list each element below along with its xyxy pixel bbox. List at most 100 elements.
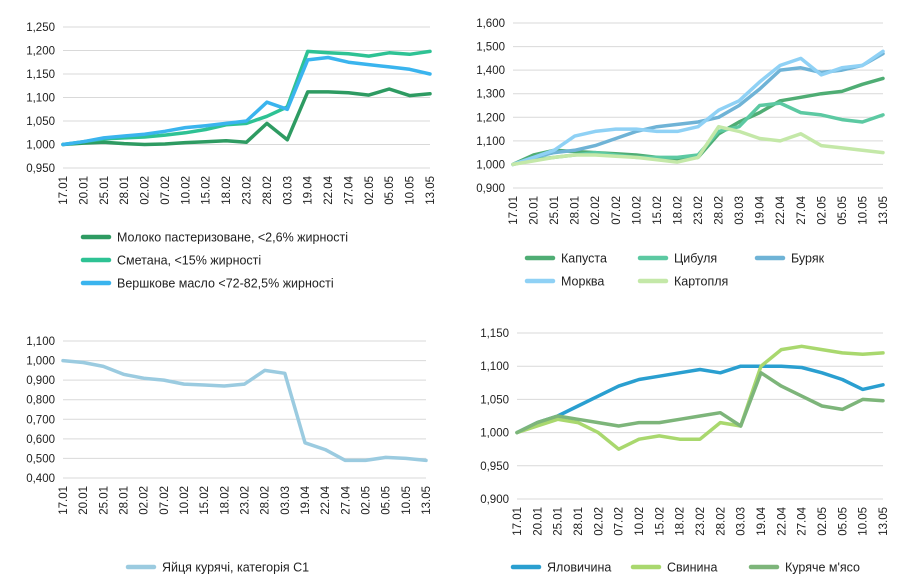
x-tick-label: 10.05	[858, 507, 870, 536]
x-tick-label: 23.02	[240, 486, 252, 515]
series-line-5	[511, 124, 885, 167]
y-tick-label: 1,100	[26, 336, 55, 348]
x-tick-label: 10.02	[180, 176, 192, 205]
y-tick-label: 1,050	[480, 394, 509, 406]
series-line-2	[61, 49, 432, 147]
y-tick-label: 1,050	[26, 116, 55, 128]
y-tick-label: 1,250	[26, 22, 55, 34]
y-tick-label: 1,100	[476, 136, 505, 148]
x-tick-label: 03.03	[282, 176, 294, 205]
x-tick-label: 02.05	[361, 486, 373, 515]
x-tick-label: 05.05	[384, 176, 396, 205]
y-tick-label: 0,700	[26, 414, 55, 426]
legend-label: Куряче м'ясо	[785, 561, 860, 575]
x-tick-label: 13.05	[878, 507, 890, 536]
y-tick-label: 0,400	[26, 473, 55, 485]
legend-label: Вершкове масло <72-82,5% жирності	[117, 277, 334, 291]
x-tick-label: 02.02	[140, 176, 152, 205]
x-tick-label: 10.02	[631, 196, 643, 225]
x-tick-label: 07.02	[159, 486, 171, 515]
chart-3: 0,400 0,500 0,600 0,700 0,800 0,900 1,000 1,100…	[26, 336, 433, 575]
x-tick-label: 23.02	[695, 507, 707, 536]
x-tick-label: 15.02	[199, 486, 211, 515]
x-tick-label: 20.01	[78, 486, 90, 515]
series-line-3	[61, 55, 432, 147]
legend-label: Морква	[561, 275, 604, 289]
x-tick-label: 28.01	[570, 196, 582, 225]
legend-label: Капуста	[561, 252, 607, 266]
x-tick-label: 02.02	[593, 507, 605, 536]
x-tick-label: 28.02	[715, 507, 727, 536]
x-tick-label: 10.05	[401, 486, 413, 515]
x-tick-label: 18.02	[221, 176, 233, 205]
x-tick-label: 22.04	[320, 485, 332, 514]
y-tick-label: 1,500	[476, 42, 505, 54]
x-tick-label: 19.04	[755, 195, 767, 224]
x-tick-label: 05.05	[837, 507, 849, 536]
x-tick-label: 10.02	[634, 507, 646, 536]
y-tick-label: 1,000	[26, 140, 55, 152]
x-tick-label: 02.05	[816, 196, 828, 225]
legend-label: Яйця курячі, категорія С1	[162, 561, 309, 575]
x-tick-label: 17.01	[58, 486, 70, 515]
x-tick-label: 23.02	[242, 176, 254, 205]
x-tick-label: 28.02	[714, 196, 726, 225]
x-tick-label: 18.02	[219, 486, 231, 515]
x-tick-label: 10.05	[857, 196, 869, 225]
y-tick-label: 1,400	[476, 65, 505, 77]
x-tick-label: 20.01	[78, 176, 90, 205]
x-tick-label: 05.05	[381, 486, 393, 515]
x-tick-label: 22.04	[323, 175, 335, 204]
legend-label: Сметана, <15% жирності	[117, 254, 261, 268]
x-tick-label: 15.02	[201, 176, 213, 205]
x-tick-label: 13.05	[878, 196, 890, 225]
x-tick-label: 17.01	[512, 507, 524, 536]
x-tick-label: 25.01	[553, 507, 565, 536]
legend-label: Яловичина	[547, 561, 611, 575]
x-tick-label: 17.01	[58, 176, 70, 205]
x-tick-label: 03.03	[280, 486, 292, 515]
y-tick-label: 1,300	[476, 89, 505, 101]
x-tick-label: 05.05	[837, 196, 849, 225]
legend-label: Цибуля	[674, 252, 717, 266]
x-tick-label: 02.02	[590, 196, 602, 225]
legend-label: Картопля	[674, 275, 728, 289]
series-line-2	[515, 344, 885, 451]
y-tick-label: 0,600	[26, 434, 55, 446]
x-tick-label: 28.02	[260, 486, 272, 515]
y-tick-label: 1,150	[480, 328, 509, 340]
y-tick-label: 0,900	[480, 494, 509, 506]
x-tick-label: 15.02	[652, 196, 664, 225]
x-tick-label: 25.01	[98, 486, 110, 515]
x-tick-label: 23.02	[693, 196, 705, 225]
y-tick-label: 1,600	[476, 18, 505, 30]
y-tick-label: 1,150	[26, 69, 55, 81]
x-tick-label: 27.04	[796, 195, 808, 224]
series-line-1	[61, 358, 428, 463]
y-tick-label: 1,200	[476, 112, 505, 124]
chart-2: 0,900 1,000 1,100 1,200 1,300 1,400 1,500 1,600…	[476, 18, 890, 289]
y-tick-label: 1,000	[480, 428, 509, 440]
series-line-3	[515, 371, 885, 435]
legend-label: Буряк	[791, 252, 825, 266]
x-tick-label: 27.04	[343, 175, 355, 204]
x-tick-label: 28.01	[119, 176, 131, 205]
legend-label: Молоко пастеризоване, <2,6% жирності	[117, 231, 348, 245]
x-tick-label: 10.02	[179, 486, 191, 515]
y-tick-label: 1,100	[26, 93, 55, 105]
x-tick-label: 18.02	[675, 507, 687, 536]
chart-1: 0,950 1,000 1,050 1,100 1,150 1,200 1,250 17.01…	[26, 22, 437, 291]
y-tick-label: 0,900	[476, 183, 505, 195]
x-tick-label: 28.02	[262, 176, 274, 205]
x-tick-label: 22.04	[776, 506, 788, 535]
x-tick-label: 03.03	[736, 507, 748, 536]
x-tick-label: 18.02	[672, 196, 684, 225]
x-tick-label: 15.02	[654, 507, 666, 536]
x-tick-label: 28.01	[119, 486, 131, 515]
x-tick-label: 25.01	[99, 176, 111, 205]
x-tick-label: 25.01	[549, 196, 561, 225]
series-line-3	[511, 51, 885, 167]
x-tick-label: 02.02	[139, 486, 151, 515]
x-tick-label: 02.05	[364, 176, 376, 205]
